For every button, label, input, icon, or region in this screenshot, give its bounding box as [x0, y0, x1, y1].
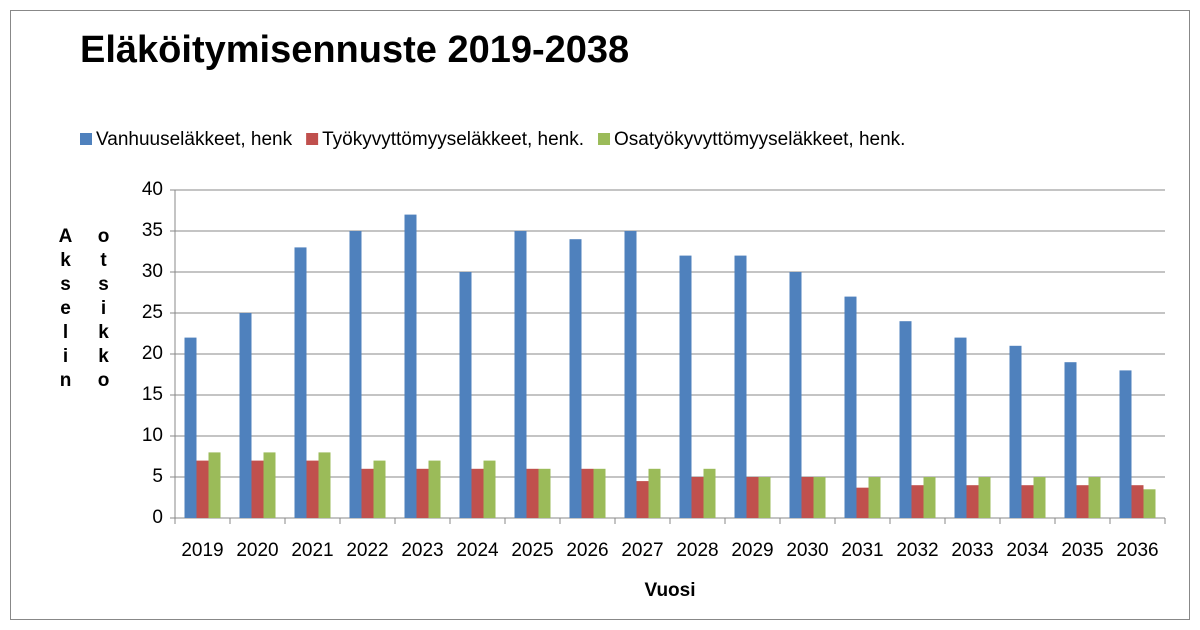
bar: [1119, 370, 1132, 518]
bar: [1064, 362, 1077, 518]
x-tick-label: 2036: [1116, 540, 1158, 561]
bar: [691, 477, 704, 518]
bar: [1009, 345, 1022, 518]
bar: [758, 477, 771, 518]
bar: [679, 255, 692, 518]
bar: [746, 477, 759, 518]
x-tick-label: 2024: [456, 540, 499, 561]
bar: [581, 468, 594, 518]
x-tick-label: 2020: [236, 540, 278, 561]
bar: [404, 214, 417, 518]
x-tick-label: 2034: [1006, 540, 1049, 561]
bar: [373, 460, 386, 518]
y-tick-label: 20: [142, 343, 163, 364]
legend-swatch: [306, 133, 319, 145]
bar: [1033, 477, 1046, 518]
bar: [966, 485, 979, 518]
x-tick-label: 2030: [786, 540, 828, 561]
y-tick-label: 25: [142, 302, 163, 323]
legend-label: Vanhuuseläkkeet, henk: [96, 129, 293, 150]
bar: [624, 231, 637, 518]
legend-label: Osatyökyvyttömyyseläkkeet, henk.: [614, 129, 905, 150]
bar: [294, 247, 307, 518]
bar: [306, 460, 319, 518]
x-tick-label: 2019: [181, 540, 223, 561]
bar: [196, 460, 209, 518]
x-tick-label: 2031: [841, 540, 883, 561]
x-tick-label: 2032: [896, 540, 938, 561]
bar: [514, 231, 527, 518]
x-tick-label: 2029: [731, 540, 773, 561]
x-tick-label: 2026: [566, 540, 608, 561]
bar: [734, 255, 747, 518]
chart-title: Eläköitymisennuste 2019-2038: [80, 29, 629, 71]
bar: [899, 321, 912, 518]
bar: [856, 487, 869, 518]
y-axis-label: Akselin otsikko: [55, 226, 114, 394]
bar: [1143, 489, 1156, 518]
bar: [459, 272, 472, 518]
bar: [471, 468, 484, 518]
bar: [569, 239, 582, 518]
x-tick-label: 2028: [676, 540, 718, 561]
bar: [593, 468, 606, 518]
bar: [801, 477, 814, 518]
bar: [1131, 485, 1144, 518]
bar: [789, 272, 802, 518]
y-tick-label: 15: [142, 384, 163, 405]
bar: [1021, 485, 1034, 518]
y-tick-label: 0: [152, 507, 163, 528]
x-tick-label: 2021: [291, 540, 333, 561]
x-tick-label: 2027: [621, 540, 663, 561]
x-tick-label: 2022: [346, 540, 388, 561]
y-tick-label: 10: [142, 425, 163, 446]
bar: [416, 468, 429, 518]
bar: [239, 313, 252, 518]
x-tick-label: 2033: [951, 540, 993, 561]
bar: [648, 468, 661, 518]
bar: [868, 477, 881, 518]
y-tick-label: 35: [142, 220, 163, 241]
bar: [263, 452, 276, 518]
bar: [361, 468, 374, 518]
bar: [349, 231, 362, 518]
bar: [428, 460, 441, 518]
legend-swatch: [80, 133, 92, 145]
bar: [526, 468, 539, 518]
y-tick-label: 5: [152, 466, 163, 487]
chart-border: [10, 10, 1190, 620]
bar: [923, 477, 936, 518]
x-tick-label: 2023: [401, 540, 443, 561]
bar: [954, 337, 967, 518]
x-tick-label: 2025: [511, 540, 553, 561]
x-tick-label: 2035: [1061, 540, 1103, 561]
y-tick-label: 40: [142, 179, 163, 200]
bar: [538, 468, 551, 518]
bar: [184, 337, 197, 518]
x-axis-label: Vuosi: [644, 580, 695, 601]
bar: [813, 477, 826, 518]
bar: [703, 468, 716, 518]
bar: [1076, 485, 1089, 518]
bar: [1088, 477, 1101, 518]
legend-swatch: [598, 133, 611, 145]
bar: [318, 452, 331, 518]
bar: [208, 452, 221, 518]
bar: [911, 485, 924, 518]
bar: [483, 460, 496, 518]
bar: [636, 481, 649, 518]
legend-label: Työkyvyttömyyseläkkeet, henk.: [322, 129, 584, 150]
bar: [251, 460, 264, 518]
bar: [978, 477, 991, 518]
y-tick-label: 30: [142, 261, 163, 282]
bar: [844, 296, 857, 518]
